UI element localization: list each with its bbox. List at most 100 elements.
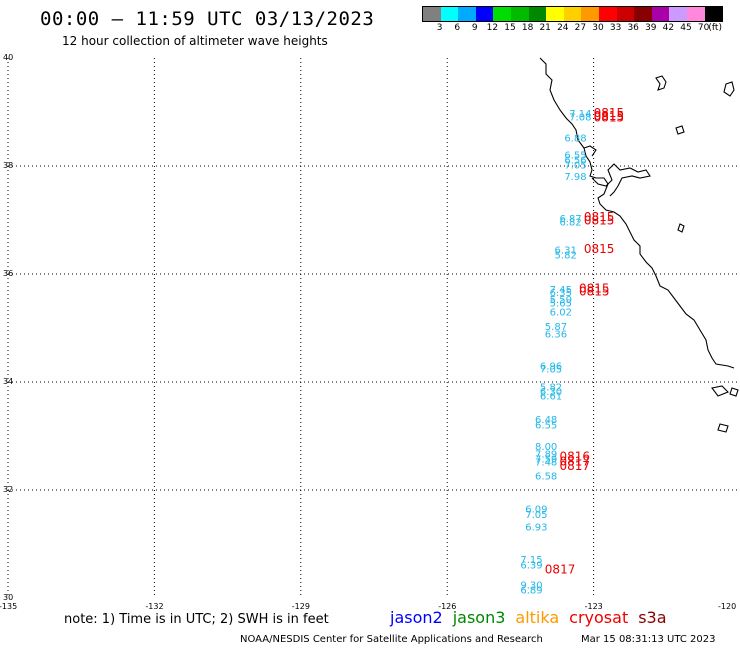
legend-swatch [704, 7, 723, 21]
longitude-label: -126 [438, 602, 457, 611]
legend-swatch [528, 7, 547, 21]
legend-swatch [563, 7, 582, 21]
swh-value-label: 7.45 [550, 285, 572, 296]
satellite-name-altika: altika [515, 608, 560, 627]
swh-value-label: 7.05 [540, 364, 562, 375]
swh-value-label: 6.39 [520, 560, 542, 571]
legend-color-bar [422, 6, 724, 22]
swh-value-label: 6.58 [535, 472, 557, 483]
legend-tick: 30 [592, 23, 604, 33]
swh-labels: 7.147.086.886.556.567.057.986.876.826.31… [520, 109, 591, 597]
swh-value-label: 5.82 [540, 383, 562, 394]
time-label: 0815 [584, 210, 615, 224]
legend-tick: 24 [557, 23, 569, 33]
time-label: 0815 [584, 242, 615, 256]
legend-swatch [546, 7, 564, 21]
swh-value-label: 7.05 [525, 510, 547, 521]
swh-value-label: 6.36 [545, 330, 567, 341]
california-coastline [539, 57, 735, 369]
longitude-label: -132 [145, 602, 164, 611]
satellite-name-jason3: jason3 [452, 608, 506, 627]
swh-value-label: 6.56 [564, 155, 586, 166]
island-outline [711, 385, 729, 397]
time-label: 0815 [594, 109, 625, 123]
swh-value-label: 6.55 [535, 420, 557, 431]
units-note: note: 1) Time is in UTC; 2) SWH is in fe… [64, 612, 329, 627]
map-subtitle: 12 hour collection of altimeter wave hei… [62, 34, 328, 48]
swh-value-label: 5.82 [555, 250, 577, 261]
swh-value-label: 7.14 [569, 109, 591, 120]
longitude-label: -135 [0, 602, 18, 611]
legend-tick: 21 [539, 23, 551, 33]
lake-outline [655, 75, 667, 91]
legend-swatch [598, 7, 617, 21]
swh-value-label: 7.48 [535, 458, 557, 469]
swh-value-label: 5.87 [545, 322, 567, 333]
legend-swatch [616, 7, 635, 21]
legend-swatch [510, 7, 529, 21]
swh-value-label: 6.02 [550, 308, 572, 319]
swh-value-label: 7.05 [564, 161, 586, 172]
swh-value-label: 6.93 [525, 523, 547, 534]
lat-lon-grid [7, 58, 740, 598]
time-label: 0815 [579, 285, 610, 299]
lake-outline [675, 125, 685, 135]
legend-tick: 70 [697, 23, 710, 33]
swh-value-label: 7.59 [535, 454, 557, 465]
lake-outline [677, 223, 685, 233]
legend-tick: 6 [454, 23, 461, 33]
legend-swatch [634, 7, 652, 21]
swh-value-label: 6.55 [564, 150, 586, 161]
swh-value-label: 9.30 [520, 580, 542, 591]
swh-value-label: 6.35 [550, 288, 572, 299]
sf-bay-outline [591, 163, 651, 197]
swh-value-label: 8.00 [535, 442, 557, 453]
legend-tick: (ft) [708, 23, 722, 33]
point-reyes-outline [583, 145, 597, 157]
time-label: 0816 [559, 449, 590, 463]
time-labels: 0815081508150815081508150815081508160817… [545, 106, 624, 577]
swh-value-label: 7.08 [569, 113, 591, 124]
legend-tick: 42 [662, 23, 675, 33]
legend-swatch [651, 7, 670, 21]
legend-tick-labels: 3 6 9 12 15 18 21 24 27 30 33 36 39 42 45 70 (ft) [422, 22, 723, 34]
legend-swatch [423, 7, 441, 21]
credit-text: NOAA/NESDIS Center for Satellite Applica… [240, 634, 543, 645]
legend-tick: 3 [436, 23, 443, 33]
time-label: 0817 [545, 563, 576, 577]
latitude-label: 40 [3, 53, 14, 62]
swh-value-label: 6.87 [559, 214, 581, 225]
legend-tick: 33 [609, 23, 622, 33]
swh-value-label: 6.48 [535, 415, 557, 426]
time-label: 0815 [594, 111, 625, 125]
swh-value-label: 6.82 [559, 217, 581, 228]
legend-swatch [669, 7, 687, 21]
legend-tick: 12 [486, 23, 499, 33]
swh-value-label: 5.50 [550, 295, 572, 306]
longitude-label: -120 [718, 602, 737, 611]
swh-value-label: 7.15 [520, 555, 542, 566]
satellite-name-s3a: s3a [638, 608, 667, 627]
legend-tick: 9 [471, 23, 478, 33]
swh-value-label: 6.96 [540, 362, 562, 373]
swh-value-label: 6.89 [520, 586, 542, 597]
legend-swatch [493, 7, 511, 21]
time-label: 0815 [584, 213, 615, 227]
lake-outline [723, 81, 735, 97]
legend-tick: 27 [574, 23, 587, 33]
latitude-label: 38 [3, 161, 14, 170]
map-title: 00:00 – 11:59 UTC 03/13/2023 [40, 8, 375, 30]
legend-tick: 36 [627, 23, 639, 33]
time-label: 0817 [559, 459, 590, 473]
satellite-name-jason2: jason2 [390, 608, 443, 627]
legend-swatch [475, 7, 494, 21]
legend-swatch [686, 7, 705, 21]
swh-value-label: 6.30 [540, 387, 562, 398]
legend-swatch [458, 7, 476, 21]
swh-value-label: 5.65 [550, 298, 572, 309]
legend-tick: 18 [521, 23, 534, 33]
swh-value-label: 6.61 [540, 391, 562, 402]
legend-tick: 45 [680, 23, 692, 33]
color-legend: 3 6 9 12 15 18 21 24 27 30 33 36 39 42 45 70 (ft) [422, 6, 724, 34]
